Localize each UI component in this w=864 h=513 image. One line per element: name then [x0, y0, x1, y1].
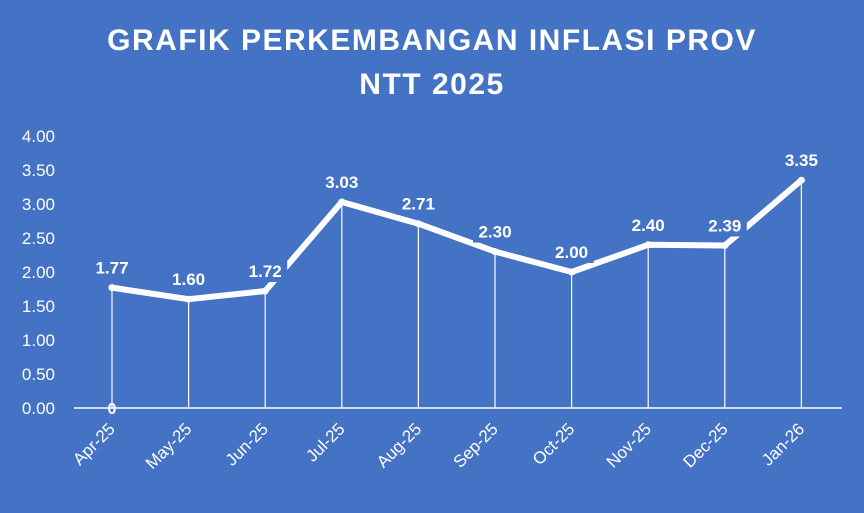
x-tick-label: Aug-25 [373, 419, 425, 471]
data-point [797, 176, 805, 184]
data-label-bg [166, 268, 211, 291]
y-tick-label: 1.50 [22, 297, 55, 316]
data-point [644, 241, 652, 249]
data-label-bg [779, 149, 824, 172]
data-point [261, 287, 269, 295]
y-tick-label: 4.00 [22, 127, 55, 146]
chart-title-line-1: GRAFIK PERKEMBANGAN INFLASI PROV [107, 24, 757, 57]
data-point [491, 248, 499, 256]
data-point [721, 241, 729, 249]
data-label: 2.39 [708, 216, 741, 235]
y-tick-label: 1.00 [22, 331, 55, 350]
y-tick-label: 3.00 [22, 195, 55, 214]
series-line [109, 177, 805, 303]
y-tick-label: 0.50 [22, 365, 55, 384]
data-label: 2.30 [478, 223, 511, 242]
data-label: 1.77 [95, 259, 128, 278]
y-tick-label: 3.50 [22, 161, 55, 180]
x-tick-label: Apr-25 [69, 419, 119, 469]
data-label-bg [319, 170, 364, 193]
data-label: 2.40 [632, 216, 665, 235]
data-point [414, 220, 422, 228]
data-label-bg [243, 260, 288, 283]
data-label-bg [549, 241, 594, 263]
data-point [108, 284, 116, 292]
data-point [185, 295, 193, 303]
baseline-label: 0 [108, 401, 117, 418]
x-tick-label: Dec-25 [679, 419, 731, 471]
data-label-bg [626, 213, 671, 236]
data-label-bg [473, 220, 517, 243]
y-tick-label: 2.50 [22, 229, 55, 248]
data-label-bg [702, 214, 747, 237]
y-tick-label: 2.00 [22, 263, 55, 282]
data-label: 1.72 [249, 262, 282, 281]
x-tick-label: Jan-26 [758, 419, 808, 469]
x-tick-label: Oct-25 [529, 419, 579, 469]
data-label: 1.60 [172, 270, 205, 289]
x-tick-label: Jul-25 [302, 419, 348, 465]
data-point [568, 268, 576, 276]
data-label-bg [396, 192, 441, 215]
data-label-bg [90, 256, 134, 279]
chart-title-line-2: NTT 2025 [359, 68, 505, 101]
data-label: 2.00 [555, 243, 588, 262]
data-label: 3.35 [785, 151, 818, 170]
y-tick-label: 0.00 [22, 399, 55, 418]
data-label: 2.71 [402, 195, 435, 214]
x-tick-label: Sep-25 [450, 419, 502, 471]
x-tick-label: Jun-25 [222, 419, 272, 469]
x-tick-label: May-25 [142, 419, 196, 473]
data-point [338, 198, 346, 206]
data-label: 3.03 [325, 173, 358, 192]
x-tick-label: Nov-25 [603, 419, 655, 471]
